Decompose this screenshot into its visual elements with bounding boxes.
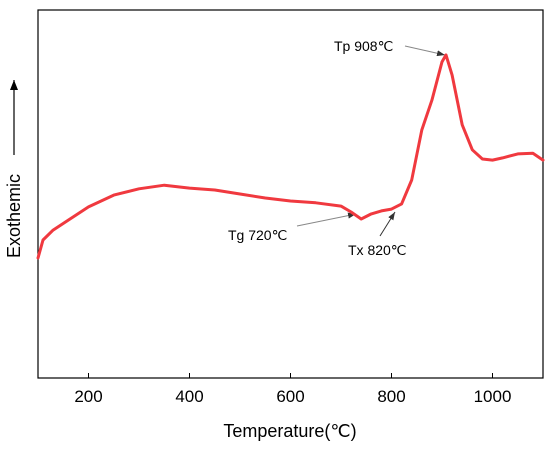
annotation-arrow xyxy=(296,212,357,227)
annotation: Tp 908℃ xyxy=(334,38,393,54)
x-tick-label: 400 xyxy=(175,387,203,406)
data-line xyxy=(36,53,545,260)
annotation: Tx 820℃ xyxy=(348,242,407,258)
y-axis-label: Exothemic xyxy=(4,174,24,258)
x-tick-label: 800 xyxy=(377,387,405,406)
x-tick-label: 200 xyxy=(74,387,102,406)
x-tick-label: 600 xyxy=(276,387,304,406)
x-tick-label: 1000 xyxy=(474,387,512,406)
annotation-arrow xyxy=(379,211,396,237)
annotation: Tg 720℃ xyxy=(228,227,287,243)
annotation-arrow xyxy=(404,45,446,57)
x-axis-label: Temperature(℃) xyxy=(223,421,356,441)
